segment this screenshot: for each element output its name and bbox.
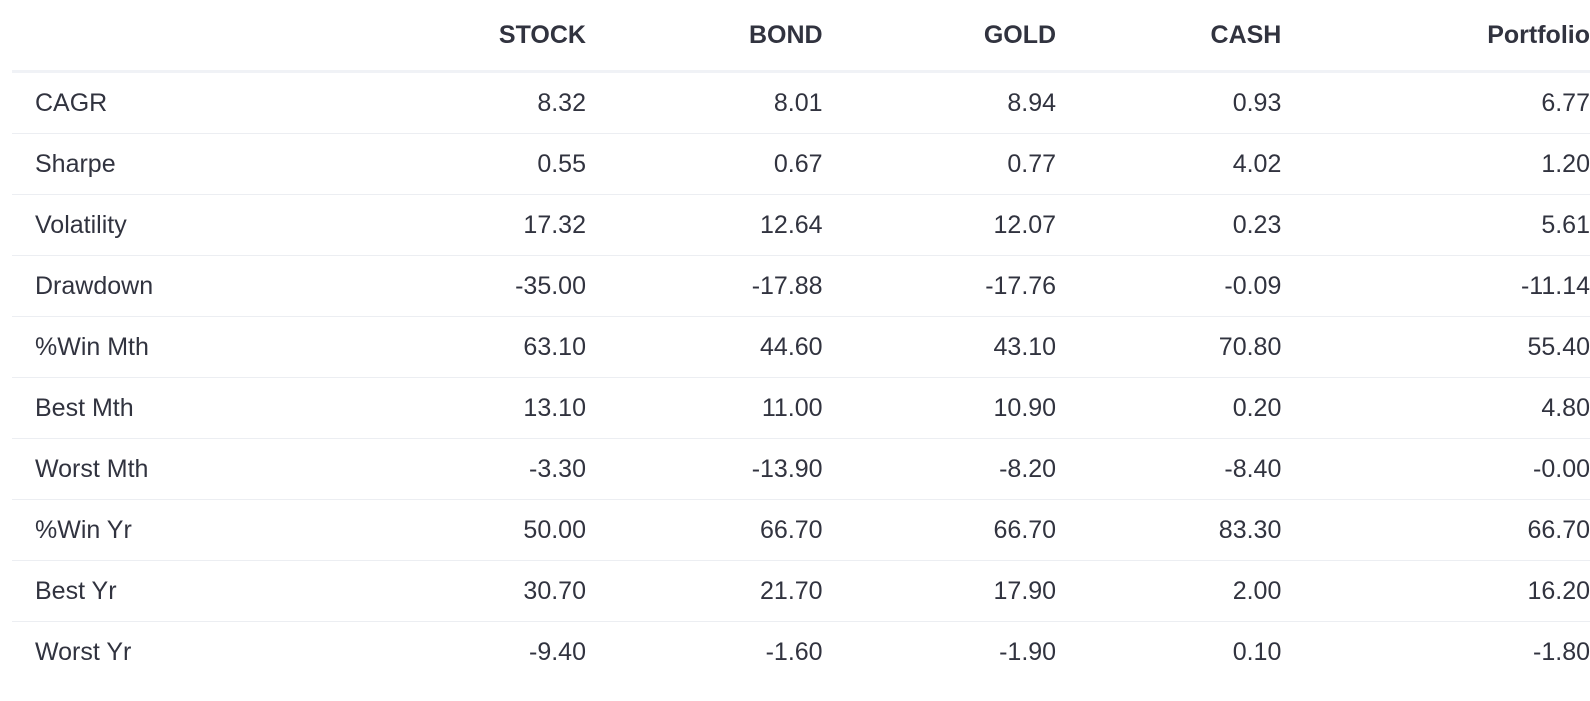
table-cell: 13.10	[232, 377, 586, 439]
table-cell: -17.88	[585, 255, 823, 317]
table-cell: 70.80	[1056, 316, 1282, 378]
table-cell: -11.14	[1281, 255, 1590, 317]
table-cell: -35.00	[232, 255, 586, 317]
table-cell: -8.40	[1056, 438, 1282, 500]
table-cell: 44.60	[585, 316, 823, 378]
table-cell: -1.60	[765, 637, 823, 666]
table-cell: 30.70	[232, 560, 586, 622]
table-cell: 0.77	[822, 133, 1057, 195]
row-label: %Win Yr	[12, 499, 233, 561]
table-cell: 0.93	[1056, 71, 1282, 134]
table-cell: 43.10	[822, 316, 1057, 378]
row-label: Best Yr	[12, 560, 233, 622]
table-row: Best Yr 30.70 21.70 17.90 2.00 16.20	[12, 560, 1590, 622]
table-row: Worst Yr -9.40 -1.60 -1.90 0.10 -1.80	[12, 622, 1590, 683]
table-cell: -0.09	[1056, 255, 1282, 317]
column-header-portfolio[interactable]: Portfolio	[1281, 0, 1590, 73]
table-cell: 21.70	[585, 560, 823, 622]
column-header-stock[interactable]: STOCK	[232, 0, 586, 73]
table-cell: 11.00	[585, 377, 823, 439]
table-cell: 0.23	[1056, 194, 1282, 256]
table-body: CAGR 8.32 8.01 8.94 0.93 6.77 Sharpe 0.5…	[12, 71, 1590, 683]
row-label: Worst Yr	[35, 637, 132, 666]
row-label: Best Mth	[12, 377, 233, 439]
table-cell: 5.61	[1281, 194, 1590, 256]
table-cell: 63.10	[232, 316, 586, 378]
table-cell: -17.76	[822, 255, 1057, 317]
table-cell: 16.20	[1281, 560, 1590, 622]
table-cell: 6.77	[1281, 71, 1590, 134]
table-cell: -1.80	[1533, 637, 1590, 666]
table-row: %Win Yr 50.00 66.70 66.70 83.30 66.70	[12, 499, 1590, 561]
table-cell: 12.64	[585, 194, 823, 256]
table-cell: 0.67	[585, 133, 823, 195]
stats-table: STOCK BOND GOLD CASH Portfolio CAGR 8.32…	[12, 0, 1590, 682]
table-cell: 66.70	[1281, 499, 1590, 561]
table-row: Worst Mth -3.30 -13.90 -8.20 -8.40 -0.00	[12, 438, 1590, 500]
table-cell: 8.94	[822, 71, 1057, 134]
header-cell-blank	[12, 0, 233, 73]
table-row: Best Mth 13.10 11.00 10.90 0.20 4.80	[12, 377, 1590, 439]
table-cell: 8.32	[232, 71, 586, 134]
table-cell: 0.20	[1056, 377, 1282, 439]
table-cell: -9.40	[529, 637, 586, 666]
table-cell: 50.00	[232, 499, 586, 561]
table-row: Sharpe 0.55 0.67 0.77 4.02 1.20	[12, 133, 1590, 195]
table-row: %Win Mth 63.10 44.60 43.10 70.80 55.40	[12, 316, 1590, 378]
table-row: CAGR 8.32 8.01 8.94 0.93 6.77	[12, 71, 1590, 134]
table-cell: 66.70	[585, 499, 823, 561]
table-cell: 8.01	[585, 71, 823, 134]
table-cell: 1.20	[1281, 133, 1590, 195]
table-cell: 4.80	[1281, 377, 1590, 439]
table-cell: 83.30	[1056, 499, 1282, 561]
column-header-gold[interactable]: GOLD	[822, 0, 1057, 73]
row-label: Volatility	[12, 194, 233, 256]
row-label: CAGR	[12, 71, 233, 134]
column-header-bond[interactable]: BOND	[585, 0, 823, 73]
table-cell: 4.02	[1056, 133, 1282, 195]
table-cell: -3.30	[232, 438, 586, 500]
stats-table-container: STOCK BOND GOLD CASH Portfolio CAGR 8.32…	[12, 0, 1590, 682]
table-cell: 17.90	[822, 560, 1057, 622]
table-cell: -0.00	[1281, 438, 1590, 500]
table-header: STOCK BOND GOLD CASH Portfolio	[12, 0, 1590, 73]
row-label: Drawdown	[12, 255, 233, 317]
table-cell: -13.90	[585, 438, 823, 500]
table-cell: 55.40	[1281, 316, 1590, 378]
row-label: Sharpe	[12, 133, 233, 195]
table-cell: -1.90	[999, 637, 1057, 666]
table-cell: 2.00	[1056, 560, 1282, 622]
header-row: STOCK BOND GOLD CASH Portfolio	[12, 0, 1590, 73]
table-cell: 17.32	[232, 194, 586, 256]
table-row: Volatility 17.32 12.64 12.07 0.23 5.61	[12, 194, 1590, 256]
table-cell: 0.10	[1232, 637, 1282, 666]
table-cell: 0.55	[232, 133, 586, 195]
column-header-cash[interactable]: CASH	[1056, 0, 1282, 73]
table-cell: 66.70	[822, 499, 1057, 561]
table-cell: 10.90	[822, 377, 1057, 439]
row-label: Worst Mth	[12, 438, 233, 500]
table-row: Drawdown -35.00 -17.88 -17.76 -0.09 -11.…	[12, 255, 1590, 317]
row-label: %Win Mth	[12, 316, 233, 378]
table-cell: -8.20	[822, 438, 1057, 500]
table-cell: 12.07	[822, 194, 1057, 256]
